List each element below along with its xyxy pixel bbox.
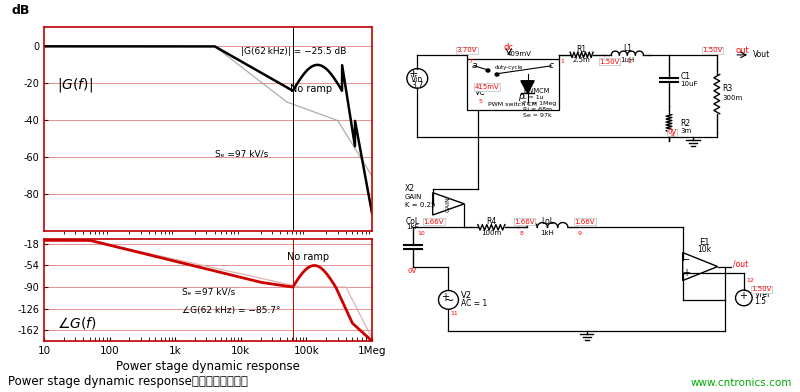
Text: GAIN: GAIN xyxy=(445,196,450,212)
Text: ~: ~ xyxy=(444,294,454,307)
Text: X1: X1 xyxy=(523,80,534,89)
Text: R3: R3 xyxy=(722,84,733,93)
X-axis label: Power stage dynamic response: Power stage dynamic response xyxy=(116,360,300,373)
Text: 1.5: 1.5 xyxy=(754,298,766,306)
Text: 415mV: 415mV xyxy=(474,84,499,90)
Text: 12: 12 xyxy=(746,278,754,283)
Text: R1: R1 xyxy=(577,45,586,53)
Text: Vin: Vin xyxy=(411,75,423,83)
Text: |G(62 kHz)| = −25.5 dB: |G(62 kHz)| = −25.5 dB xyxy=(241,47,346,56)
Text: R2: R2 xyxy=(681,119,690,128)
Text: −: − xyxy=(682,255,690,265)
Text: No ramp: No ramp xyxy=(290,83,332,94)
Text: p: p xyxy=(518,92,524,100)
Text: 9: 9 xyxy=(578,231,582,236)
Bar xyxy=(467,59,558,110)
Text: L1: L1 xyxy=(623,44,632,53)
Text: Vout: Vout xyxy=(754,51,770,59)
Text: C1: C1 xyxy=(681,72,690,81)
Text: X2: X2 xyxy=(405,185,415,193)
Text: Power stage dynamic response：功率级动态响应: Power stage dynamic response：功率级动态响应 xyxy=(8,375,248,388)
Text: 3m: 3m xyxy=(681,128,692,134)
Text: 1.50V: 1.50V xyxy=(751,286,772,292)
Text: 3.7: 3.7 xyxy=(411,81,423,90)
Text: 10k: 10k xyxy=(698,245,711,254)
Text: 10uF: 10uF xyxy=(681,81,698,87)
Text: Sₑ =97 kV/s: Sₑ =97 kV/s xyxy=(214,149,268,158)
Text: R4: R4 xyxy=(486,217,497,225)
Text: /out: /out xyxy=(733,260,748,269)
Text: 1.66V: 1.66V xyxy=(514,219,535,225)
Text: 1.50V: 1.50V xyxy=(702,47,723,53)
Text: 4: 4 xyxy=(670,133,674,138)
Text: dc: dc xyxy=(504,44,514,52)
Polygon shape xyxy=(521,81,534,93)
Text: 1kF: 1kF xyxy=(406,223,418,230)
Text: +: + xyxy=(409,69,418,80)
Text: 7: 7 xyxy=(469,59,473,64)
Text: 1.66V: 1.66V xyxy=(424,219,444,225)
Text: c: c xyxy=(549,62,554,70)
Text: 1.66V: 1.66V xyxy=(574,219,595,225)
Text: E1: E1 xyxy=(699,238,710,247)
Text: 0V: 0V xyxy=(408,268,417,274)
Text: www.cntronics.com: www.cntronics.com xyxy=(690,378,792,388)
Text: LoL: LoL xyxy=(541,217,554,225)
Text: +: + xyxy=(441,292,449,302)
Text: No ramp: No ramp xyxy=(286,252,329,263)
Text: PWMCM: PWMCM xyxy=(523,88,550,94)
Text: out: out xyxy=(735,46,750,54)
Text: 0V: 0V xyxy=(668,129,677,135)
Text: K = 0.25: K = 0.25 xyxy=(405,201,435,208)
Text: 1.50V: 1.50V xyxy=(599,59,620,65)
Text: Vref: Vref xyxy=(754,290,770,299)
Text: 100m: 100m xyxy=(482,230,502,236)
Text: dB: dB xyxy=(11,4,30,17)
Text: Sₑ =97 kV/s: Sₑ =97 kV/s xyxy=(182,288,235,297)
Text: 11: 11 xyxy=(450,311,458,316)
Text: 1kH: 1kH xyxy=(541,230,554,236)
Text: 8: 8 xyxy=(520,231,523,236)
Text: ∠G(62 kHz) = −85.7°: ∠G(62 kHz) = −85.7° xyxy=(182,306,280,315)
Text: CoL: CoL xyxy=(406,217,419,226)
Text: L = 1u: L = 1u xyxy=(523,95,544,100)
Text: +: + xyxy=(682,268,690,278)
Text: Ri = 68m: Ri = 68m xyxy=(523,107,553,112)
Text: PWM switch CM: PWM switch CM xyxy=(489,102,538,107)
Text: V2: V2 xyxy=(461,292,472,300)
Text: 2: 2 xyxy=(627,59,631,64)
Text: 5: 5 xyxy=(478,99,482,104)
Text: +: + xyxy=(739,291,747,301)
Text: Fs = 1Meg: Fs = 1Meg xyxy=(523,101,557,106)
Text: 409mV: 409mV xyxy=(506,51,532,57)
Text: a: a xyxy=(472,62,478,70)
Text: 10: 10 xyxy=(418,231,425,236)
Text: VC: VC xyxy=(474,88,485,96)
Text: AC = 1: AC = 1 xyxy=(461,299,487,308)
Text: $|G(f)|$: $|G(f)|$ xyxy=(57,76,93,94)
Text: 1uH: 1uH xyxy=(620,57,634,64)
Text: $\angle G(f)$: $\angle G(f)$ xyxy=(57,315,97,331)
Text: 3.70V: 3.70V xyxy=(457,47,477,53)
Text: GAIN: GAIN xyxy=(405,194,422,200)
Text: duty-cycle: duty-cycle xyxy=(494,65,523,70)
Text: 300m: 300m xyxy=(722,95,743,101)
Text: Se = 97k: Se = 97k xyxy=(523,113,552,118)
Text: 1: 1 xyxy=(560,59,564,64)
Text: 2.5m: 2.5m xyxy=(573,57,590,64)
